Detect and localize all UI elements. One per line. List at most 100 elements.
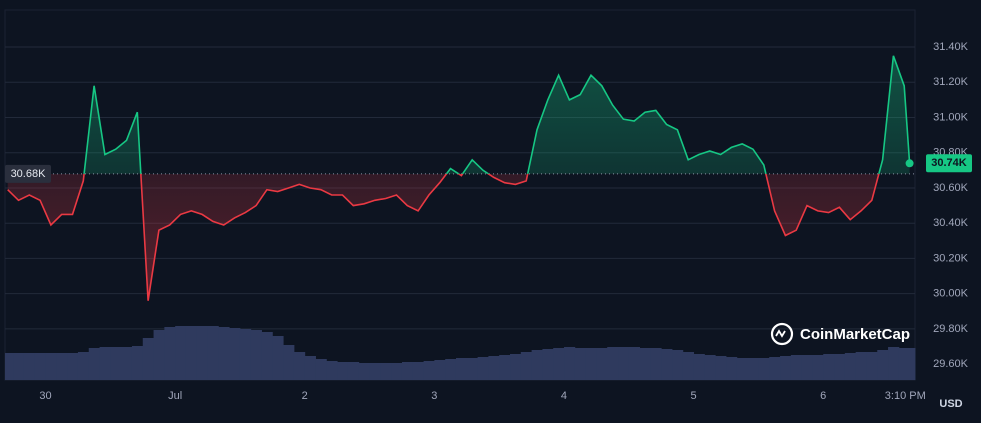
volume-bar <box>866 352 878 380</box>
volume-bar <box>380 363 392 380</box>
volume-bar <box>121 347 133 380</box>
volume-bar <box>218 327 230 380</box>
volume-bar <box>445 359 457 380</box>
volume-bar <box>207 326 219 380</box>
last-price-tag <box>926 154 972 173</box>
volume-bar <box>888 347 900 380</box>
x-tick-label: 5 <box>691 390 697 402</box>
volume-bar <box>229 328 241 380</box>
volume-bar <box>110 347 122 380</box>
volume-bar <box>77 352 90 380</box>
y-tick-label: 29.80K <box>933 323 969 335</box>
volume-bar <box>715 356 727 380</box>
volume-bar <box>790 355 803 380</box>
volume-bar <box>56 353 68 380</box>
y-tick-label: 30.20K <box>933 252 969 264</box>
volume-bar <box>769 357 781 380</box>
volume-bar <box>88 348 100 380</box>
volume-bar <box>164 327 176 380</box>
volume-bar <box>531 350 543 380</box>
x-tick-label: Jul <box>168 390 182 402</box>
volume-bar <box>196 326 208 380</box>
y-tick-label: 31.40K <box>933 41 969 53</box>
x-tick-label: 3:10 PM <box>885 390 926 402</box>
volume-bar <box>877 350 889 380</box>
volume-bar <box>358 363 370 380</box>
volume-bar <box>13 353 25 380</box>
price-line-up <box>83 55 911 174</box>
volume-bar <box>747 358 759 380</box>
volume-bar <box>272 336 284 380</box>
volume-bar <box>574 348 587 380</box>
volume-bar <box>261 332 273 380</box>
watermark: CoinMarketCap <box>770 322 910 346</box>
volume-bar <box>455 358 468 380</box>
volume-bar <box>639 348 651 380</box>
volume-bar <box>607 347 619 380</box>
volume-bar <box>67 353 79 380</box>
volume-bar <box>693 354 705 380</box>
volume-bar <box>801 355 813 380</box>
volume-bar <box>726 357 738 380</box>
volume-bar <box>466 358 479 380</box>
volume-bar <box>682 352 695 380</box>
volume-bar <box>823 354 835 380</box>
volume-bar <box>423 361 435 380</box>
volume-bar <box>23 353 36 380</box>
volume-bar <box>736 358 749 380</box>
y-tick-label: 31.20K <box>933 76 969 88</box>
y-tick-label: 31.00K <box>933 111 969 123</box>
volume-bar <box>904 348 916 380</box>
last-price-dot <box>905 159 914 168</box>
volume-bar <box>142 338 154 380</box>
volume-bar <box>153 330 165 380</box>
last-price-label: 30.74K <box>931 157 967 169</box>
volume-bar <box>844 353 857 380</box>
volume-bar <box>596 348 608 380</box>
x-tick-label: 2 <box>302 390 308 402</box>
baseline-label: 30.68K <box>11 168 47 180</box>
volume-bar <box>337 362 349 380</box>
y-tick-label: 30.60K <box>933 182 969 194</box>
area-down <box>7 173 879 301</box>
volume-bar <box>315 359 327 380</box>
volume-bar <box>510 354 522 380</box>
volume-bar <box>131 346 144 380</box>
volume-bar <box>45 353 57 380</box>
area-up <box>7 55 910 174</box>
volume-bar <box>391 363 403 380</box>
plot-area <box>5 46 916 380</box>
volume-bar <box>812 355 824 380</box>
volume-bar <box>628 347 641 380</box>
volume-bar <box>401 362 414 380</box>
baseline-tag <box>5 164 51 183</box>
x-tick-label: 30 <box>39 390 51 402</box>
volume-bar <box>553 348 565 380</box>
volume-bar <box>185 326 198 380</box>
volume-bar <box>347 362 360 380</box>
volume-bar <box>618 347 630 380</box>
volume-bar <box>650 348 662 380</box>
x-tick-label: 6 <box>820 390 826 402</box>
volume-bar <box>283 345 295 380</box>
volume-bar <box>412 362 424 380</box>
volume-bar <box>780 356 792 380</box>
y-tick-label: 30.40K <box>933 217 969 229</box>
y-tick-label: 30.00K <box>933 288 969 300</box>
volume-bar <box>250 330 262 380</box>
volume-bar <box>34 353 46 380</box>
currency: USD <box>939 398 962 410</box>
x-tick-label: 4 <box>561 390 567 402</box>
volume-bar <box>499 355 511 380</box>
volume-bar <box>434 360 446 380</box>
watermark-text: CoinMarketCap <box>800 326 910 343</box>
volume-bar <box>661 349 673 380</box>
y-tick-label: 29.60K <box>933 358 969 370</box>
volume-bar <box>520 352 533 380</box>
price-line-down <box>7 173 880 301</box>
volume-bar <box>175 326 187 380</box>
volume-bar <box>239 329 252 380</box>
volume-bar <box>542 349 554 380</box>
volume-bar <box>758 358 770 380</box>
